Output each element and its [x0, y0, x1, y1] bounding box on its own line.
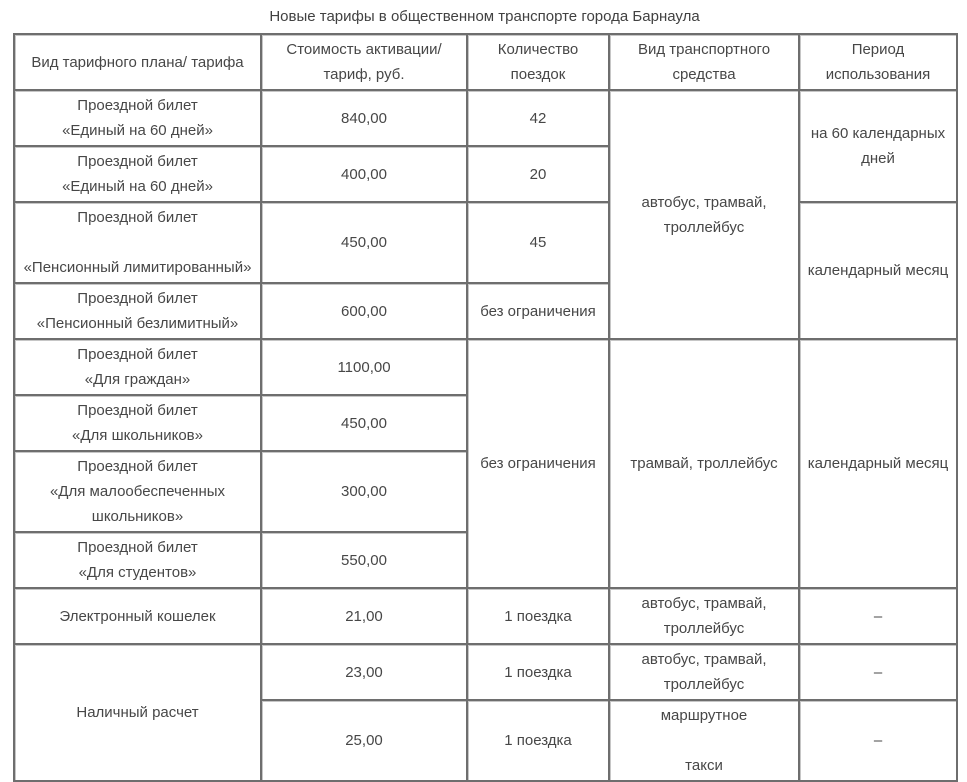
table-cell: Электронный кошелек	[13, 587, 262, 645]
table-cell: Наличный расчет	[13, 643, 262, 782]
table-cell: 25,00	[260, 699, 468, 782]
table-cell: автобус, трамвай, троллейбус	[608, 587, 800, 645]
table-cell: Проездной билет «Для школьников»	[13, 394, 262, 452]
table-cell: –	[798, 587, 958, 645]
column-header: Вид транспортного средства	[608, 33, 800, 91]
table-cell: 1 поездка	[466, 699, 610, 782]
table-cell: Проездной билет «Единый на 60 дней»	[13, 89, 262, 147]
table-cell: автобус, трамвай, троллейбус	[608, 643, 800, 701]
table-cell: на 60 календарных дней	[798, 89, 958, 203]
table-cell: 300,00	[260, 450, 468, 533]
tariff-table: Вид тарифного плана/ тарифа Стоимость акт…	[13, 33, 958, 782]
table-cell: 21,00	[260, 587, 468, 645]
table-cell: 400,00	[260, 145, 468, 203]
table-cell: 1 поездка	[466, 643, 610, 701]
table-cell: без ограничения	[466, 282, 610, 340]
table-row: Проездной билет «Для студентов» 550,00	[13, 531, 957, 589]
table-cell: –	[798, 699, 958, 782]
table-cell: календарный месяц	[798, 338, 958, 589]
table-cell: трамвай, троллейбус	[608, 338, 800, 589]
table-cell: Проездной билет «Для малообеспеченных шк…	[13, 450, 262, 533]
table-row: Проездной билет «Для граждан» 1100,00 без …	[13, 338, 958, 589]
tariff-table-header: Вид тарифного плана/ тарифа Стоимость акт…	[13, 33, 958, 91]
table-row: Электронный кошелек 21,00 1 поездка автобус…	[13, 587, 958, 645]
table-row: Наличный расчет 23,00 1 поездка автобус, тр…	[13, 643, 958, 782]
table-cell: 45	[466, 201, 610, 284]
tariff-table-body: Проездной билет «Единый на 60 дней» 840,0…	[13, 89, 958, 782]
table-cell: –	[798, 643, 958, 701]
table-cell: Проездной билет «Для студентов»	[13, 531, 262, 589]
column-header: Вид тарифного плана/ тарифа	[13, 33, 262, 91]
table-cell: маршрутное такси	[608, 699, 800, 782]
table-row: Проездной билет «Для школьников» 450,00	[13, 394, 957, 452]
column-header: Количество поездок	[466, 33, 610, 91]
table-row: Проездной билет «Единый на 60 дней» 840,0…	[13, 89, 958, 340]
column-header: Период использования	[798, 33, 958, 91]
table-cell: 23,00	[260, 643, 468, 701]
table-cell: 550,00	[260, 531, 468, 589]
column-header: Стоимость активации/ тариф, руб.	[260, 33, 468, 91]
table-cell: календарный месяц	[798, 201, 958, 340]
table-cell: 840,00	[260, 89, 468, 147]
table-cell: 600,00	[260, 282, 468, 340]
table-cell: Проездной билет «Пенсионный лимитированн…	[13, 201, 262, 284]
table-cell: Проездной билет «Пенсионный безлимитный»	[13, 282, 262, 340]
table-cell: автобус, трамвай, троллейбус	[608, 89, 800, 340]
table-row: Проездной билет «Единый на 60 дней» 400,0…	[13, 145, 957, 203]
table-cell: 42	[466, 89, 610, 147]
table-cell: 450,00	[260, 201, 468, 284]
table-cell: без ограничения	[466, 338, 610, 589]
table-cell: Проездной билет «Единый на 60 дней»	[13, 145, 262, 203]
table-cell: 1100,00	[260, 338, 468, 396]
table-cell: 20	[466, 145, 610, 203]
table-row: Проездной билет «Пенсионный безлимитный»…	[13, 282, 957, 340]
table-cell: Проездной билет «Для граждан»	[13, 338, 262, 396]
table-cell: 450,00	[260, 394, 468, 452]
table-cell: 1 поездка	[466, 587, 610, 645]
table-row: Проездной билет «Для малообеспеченных шк…	[13, 450, 957, 533]
header-row: Вид тарифного плана/ тарифа Стоимость акт…	[13, 33, 958, 91]
page-title: Новые тарифы в общественном транспорте г…	[269, 8, 700, 25]
table-row: Проездной билет «Пенсионный лимитированн…	[13, 201, 958, 340]
